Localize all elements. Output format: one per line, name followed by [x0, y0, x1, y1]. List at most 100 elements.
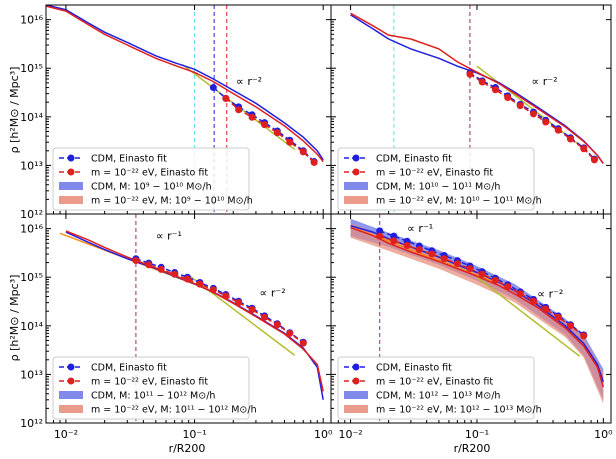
fdm-fit-point — [542, 118, 550, 126]
y-tick-label: 10¹² — [20, 208, 43, 221]
fdm-fit-point — [580, 145, 588, 153]
legend-cdm-fit: CDM, Einasto fit — [59, 363, 167, 374]
legend-cdm-band: CDM, M: 10⁹ − 10¹⁰ M⊙/h — [59, 182, 212, 193]
y-tick-label: 10¹² — [20, 417, 43, 430]
fdm-fit-point — [183, 275, 191, 283]
y-tick-label: 10¹³ — [20, 159, 43, 172]
legend-fdm-fit: m = 10⁻²² eV, Einasto fit — [59, 168, 208, 179]
legend-fdm-fit: m = 10⁻²² eV, Einasto fit — [59, 377, 208, 388]
legend-fdm-band: m = 10⁻²² eV, M: 10¹² − 10¹³ M⊙/h — [344, 405, 542, 416]
y-tick-label: 10¹⁶ — [20, 223, 43, 236]
legend-label: CDM, M: 10¹¹ − 10¹² M⊙/h — [91, 391, 215, 402]
slope-r-1-label: ∝ r⁻¹ — [407, 222, 433, 235]
x-tick-label: 10⁻¹ — [465, 428, 489, 441]
legend-label: CDM, Einasto fit — [376, 363, 452, 374]
fdm-fit-point — [286, 138, 294, 146]
y-tick-label: 10¹⁵ — [20, 271, 43, 284]
fdm-fit-point — [261, 121, 269, 129]
legend-label: m = 10⁻²² eV, M: 10¹² − 10¹³ M⊙/h — [376, 405, 542, 416]
x-tick-label: 10⁰ — [594, 428, 613, 441]
fdm-fit-point — [478, 270, 486, 278]
fdm-fit-point — [390, 237, 398, 245]
legend-cdm-band: CDM, M: 10¹⁰ − 10¹¹ M⊙/h — [344, 182, 500, 193]
fdm-fit-point — [529, 297, 537, 305]
y-axis-label-bottom: ρ [h²M⊙ / Mpc³] — [8, 275, 21, 362]
y-tick-label: 10¹⁶ — [20, 14, 43, 27]
cdm-density-profile — [350, 14, 604, 164]
legend-marker-swatch — [67, 168, 75, 176]
legend-band-swatch — [59, 182, 83, 190]
fdm-fit-point — [590, 156, 598, 164]
fdm-fit-point — [504, 93, 512, 101]
legend-band-swatch — [344, 405, 368, 413]
fdm-fit-point — [132, 257, 140, 265]
panel-top-right: ∝ r⁻² CDM, Einasto fit m = 10⁻²² eV, Einas… — [330, 4, 612, 215]
fdm-fit-point — [440, 255, 448, 263]
legend-label: m = 10⁻²² eV, Einasto fit — [376, 168, 493, 179]
legend-band-swatch — [344, 391, 368, 399]
fdm-fit-point — [209, 286, 217, 294]
fdm-fit-point — [567, 135, 575, 143]
legend-label: m = 10⁻²² eV, M: 10¹¹ − 10¹² M⊙/h — [91, 405, 257, 416]
fdm-fit-point — [580, 332, 588, 340]
fdm-fit-point — [235, 106, 243, 114]
fdm-fit-point — [478, 78, 486, 86]
x-axis-label-right: r/R200 — [454, 442, 491, 455]
legend-band-swatch — [59, 196, 83, 204]
fdm-fit-point — [554, 126, 562, 134]
fdm-fit-point — [504, 283, 512, 291]
fdm-fit-point — [261, 313, 269, 321]
fdm-fit-point — [157, 265, 165, 273]
legend-cdm-fit: CDM, Einasto fit — [344, 154, 452, 165]
legend-label: m = 10⁻²² eV, Einasto fit — [91, 168, 208, 179]
legend-label: CDM, M: 10¹⁰ − 10¹¹ M⊙/h — [376, 182, 500, 193]
fdm-fit-point — [403, 241, 411, 249]
legend-cdm-band: CDM, M: 10¹¹ − 10¹² M⊙/h — [59, 391, 215, 402]
x-tick-label: 10⁻² — [338, 428, 362, 441]
fdm-fit-point — [273, 129, 281, 137]
fdm-fit-point — [196, 280, 204, 288]
cdm-einasto-fit — [379, 230, 585, 336]
x-tick-label: 10⁻² — [54, 428, 78, 441]
fdm-fit-point — [171, 270, 179, 278]
fdm-fit-point — [145, 261, 153, 269]
cdm-fit-point — [376, 227, 384, 235]
legend-fdm-fit: m = 10⁻²² eV, Einasto fit — [344, 377, 493, 388]
y-axis-label-top: ρ [h²M⊙ / Mpc³] — [8, 67, 21, 154]
panel-top-left: ∝ r⁻² 10¹² 10¹³ 10¹⁴ 10¹⁵ 10¹⁶ CDM, Einasto fi… — [20, 4, 332, 221]
legend-cdm-fit: CDM, Einasto fit — [344, 363, 452, 374]
y-tick-label: 10¹⁵ — [20, 62, 43, 75]
legend-box — [52, 147, 250, 211]
fdm-einasto-fit — [379, 235, 585, 337]
plot-area — [59, 214, 324, 423]
y-tick-label: 10¹⁴ — [20, 320, 43, 333]
fdm-fit-point — [299, 148, 307, 156]
slope-r-2-guide — [476, 276, 581, 357]
fdm-fit-point — [516, 290, 524, 298]
fdm-fit-point — [516, 102, 524, 110]
fdm-fit-point — [428, 250, 436, 258]
legend-label: CDM, Einasto fit — [376, 154, 452, 165]
legend-marker-swatch — [352, 154, 360, 162]
legend-fdm-band: m = 10⁻²² eV, M: 10⁹ − 10¹⁰ M⊙/h — [59, 196, 253, 207]
cdm-fit-point — [209, 84, 217, 92]
legend-box — [337, 356, 535, 420]
legend-band-swatch — [344, 182, 368, 190]
fdm-fit-point — [542, 305, 550, 313]
legend-band-swatch — [344, 196, 368, 204]
legend-marker-swatch — [67, 154, 75, 162]
plot-area — [46, 5, 324, 214]
x-tick-label: 10⁰ — [314, 428, 333, 441]
legend-marker-swatch — [67, 363, 75, 371]
legend-cdm-band: CDM, M: 10¹² − 10¹³ M⊙/h — [344, 391, 500, 402]
fdm-density-profile — [350, 12, 604, 164]
legend-marker-swatch — [352, 377, 360, 385]
slope-r-2-label: ∝ r⁻² — [531, 75, 557, 88]
legend-cdm-fit: CDM, Einasto fit — [59, 154, 167, 165]
fdm-fit-point — [248, 113, 256, 121]
x-axis-label-left: r/R200 — [169, 442, 206, 455]
legend-label: CDM, Einasto fit — [91, 363, 167, 374]
legend-marker-swatch — [352, 168, 360, 176]
legend-fdm-band: m = 10⁻²² eV, M: 10¹¹ − 10¹² M⊙/h — [59, 405, 257, 416]
